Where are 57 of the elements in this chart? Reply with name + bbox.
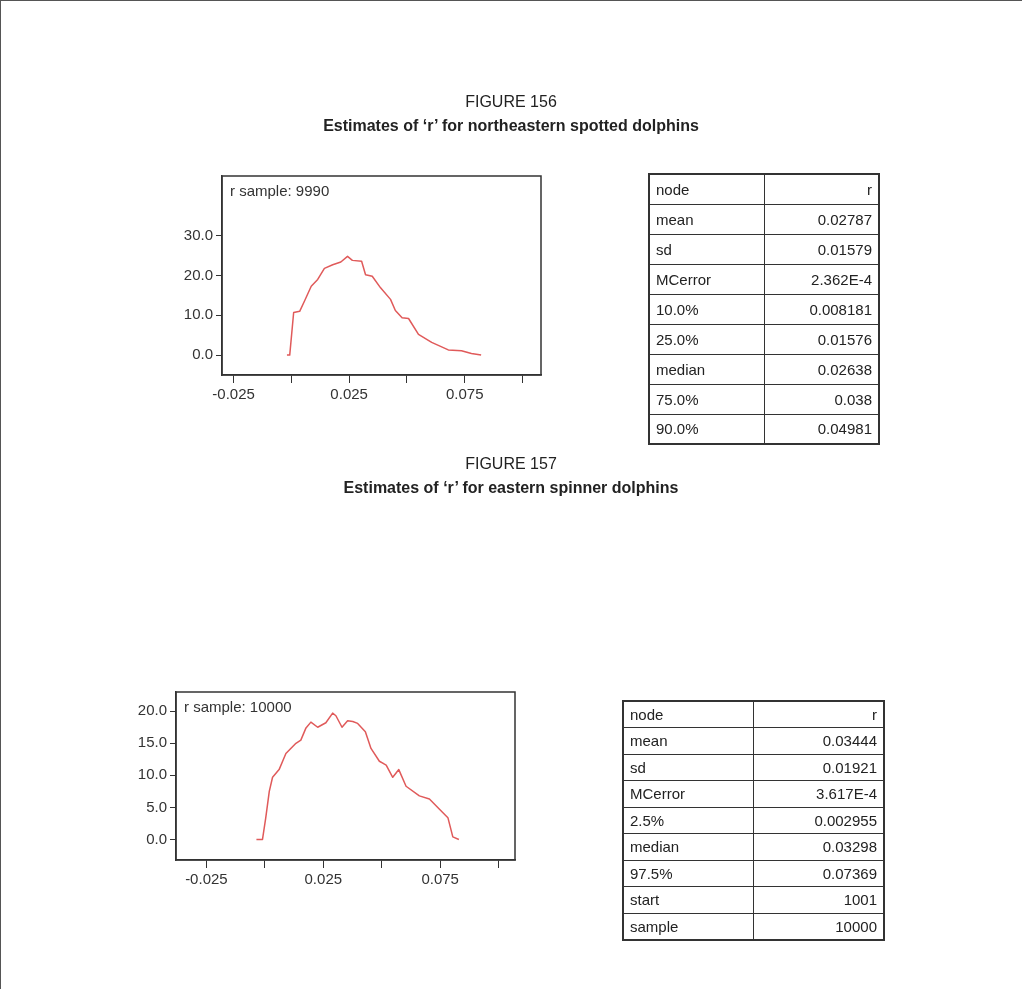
text: 0.04981 [817, 420, 872, 438]
text: 0.01579 [817, 240, 872, 258]
annotation: r sample: 9990 [230, 181, 330, 199]
text: 0.02787 [817, 210, 872, 228]
text: 0.002955 [814, 811, 877, 829]
y-tick-label: 10.0 [183, 305, 213, 323]
text: r [867, 180, 872, 198]
category-label: mean [623, 727, 754, 754]
text: 3.617E-4 [816, 785, 877, 803]
chart-title: FIGURE 156 [464, 92, 558, 112]
category-label: median [649, 354, 764, 384]
x-tick-label: 0.075 [421, 870, 459, 888]
text: 0.03298 [822, 838, 877, 856]
text: 0.07369 [822, 864, 877, 882]
y-tick-label: 10.0 [137, 765, 167, 783]
annotation: r sample: 10000 [184, 697, 292, 715]
text: 0.01576 [817, 330, 872, 348]
category-label: 25.0% [649, 324, 764, 354]
y-tick-label: 20.0 [137, 701, 167, 719]
chart-title: FIGURE 157 [464, 454, 558, 474]
text: r [872, 706, 877, 723]
chart-subtitle: Estimates of ‘r’ for eastern spinner dolphins [342, 478, 680, 498]
text: 0.03444 [822, 732, 877, 750]
text: 1001 [843, 891, 877, 909]
y-tick-label: 20.0 [183, 265, 213, 283]
y-tick-label: 0.0 [146, 829, 167, 847]
text: 0.008181 [809, 300, 872, 318]
text: 0.038 [834, 390, 872, 408]
text: 0.01921 [822, 758, 877, 776]
category-label: start [623, 886, 754, 913]
category-label: MCerror [623, 780, 754, 807]
x-tick-label: -0.025 [212, 385, 255, 403]
category-label: median [623, 833, 754, 860]
x-tick-label: 0.025 [330, 385, 368, 403]
category-label: 90.0% [649, 414, 764, 444]
y-tick-label: 5.0 [146, 797, 167, 815]
category-label: 97.5% [623, 860, 754, 887]
text: 0.02638 [817, 360, 872, 378]
x-tick-label: 0.025 [304, 870, 343, 888]
category-label: MCerror [649, 264, 764, 294]
category-label: 2.5% [623, 807, 754, 834]
category-label: 10.0% [649, 294, 764, 324]
y-tick-label: 30.0 [183, 225, 213, 243]
text: 2.362E-4 [811, 270, 872, 288]
y-tick-label: 0.0 [192, 345, 213, 363]
category-label: sd [623, 754, 754, 781]
category-label: 75.0% [649, 384, 764, 414]
category-label: sd [649, 234, 764, 264]
text: 10000 [835, 917, 877, 935]
chart-subtitle: Estimates of ‘r’ for northeastern spotted dolphins [322, 116, 700, 136]
category-label: node [623, 701, 754, 728]
category-label: node [649, 174, 764, 204]
x-tick-label: -0.025 [185, 870, 228, 888]
x-tick-label: 0.075 [445, 385, 484, 403]
y-tick-label: 15.0 [137, 733, 167, 751]
category-label: mean [649, 204, 764, 234]
category-label: sample [623, 913, 754, 940]
